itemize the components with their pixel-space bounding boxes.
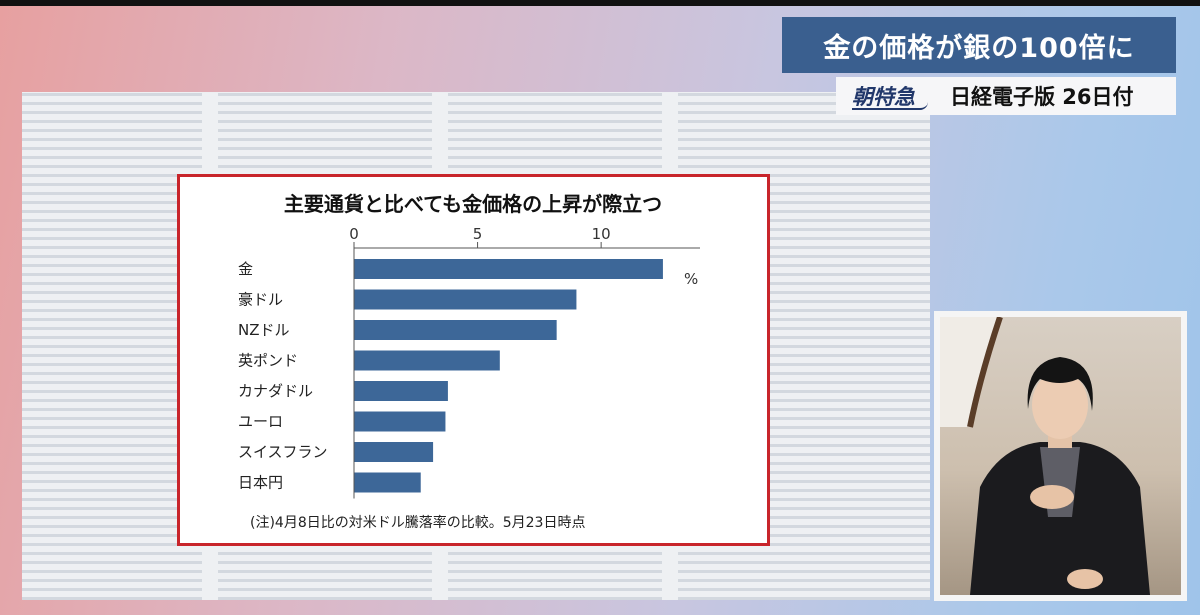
- headline-title: 金の価格が銀の100倍に: [823, 32, 1135, 64]
- bar: [354, 350, 500, 371]
- bar: [354, 320, 557, 340]
- x-tick-label: 5: [473, 225, 483, 243]
- category-label: カナダドル: [238, 382, 313, 400]
- asa-tokkyu-logo: 朝特急: [852, 82, 928, 110]
- chart-note: (注)4月8日比の対米ドル騰落率の比較。5月23日時点: [250, 514, 585, 531]
- headline-banner: 金の価格が銀の100倍に: [782, 17, 1176, 73]
- category-label: 豪ドル: [238, 291, 283, 309]
- bar: [354, 472, 421, 493]
- bar: [354, 381, 448, 401]
- source-text: 日経電子版 26日付: [950, 85, 1134, 109]
- category-label: 金: [238, 260, 253, 278]
- x-tick-label: 10: [592, 225, 611, 243]
- bar: [354, 259, 663, 279]
- interpreter-figure: [940, 317, 1150, 595]
- category-label: 英ポンド: [238, 352, 298, 370]
- category-label: ユーロ: [238, 413, 283, 431]
- top-edge-bar: [0, 0, 1200, 6]
- category-label: スイスフラン: [238, 443, 328, 461]
- source-banner: 朝特急 日経電子版 26日付: [836, 77, 1176, 115]
- x-tick-label: 0: [349, 225, 359, 243]
- chart-panel: 主要通貨と比べても金価格の上昇が際立つ 0 5 10 金豪ドル NZドル英ポンドカナダドル…: [177, 174, 770, 546]
- category-label: 日本円: [238, 474, 283, 492]
- sign-language-interpreter-video: [934, 311, 1187, 601]
- unit-label: %: [684, 270, 698, 288]
- category-label: NZドル: [238, 321, 290, 339]
- bar: [354, 442, 434, 462]
- bar: [354, 411, 446, 432]
- chart-title: 主要通貨と比べても金価格の上昇が際立つ: [284, 192, 662, 216]
- bar: [354, 289, 577, 310]
